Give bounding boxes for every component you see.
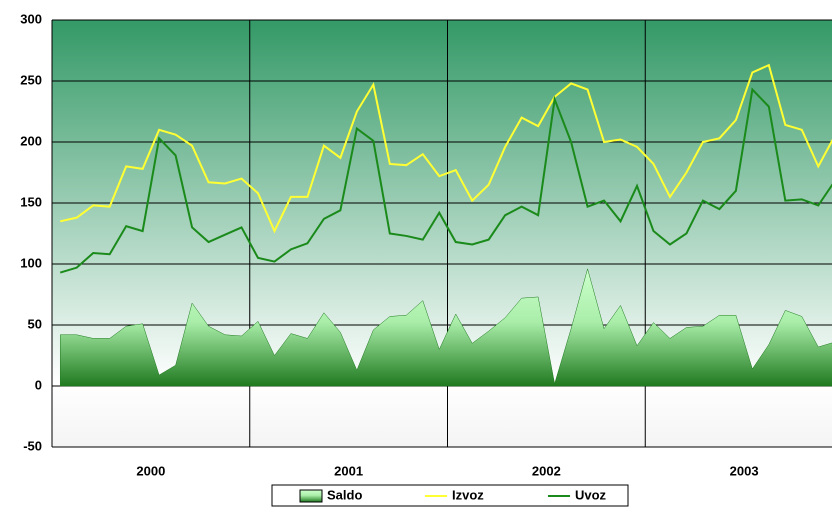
- line: [59, 87, 832, 274]
- y-tick-label: 0: [35, 377, 42, 392]
- y-tick-label: 200: [20, 133, 42, 148]
- y-tick-label: 250: [20, 72, 42, 87]
- line: [60, 63, 832, 234]
- y-tick-label: -50: [23, 438, 42, 453]
- y-tick-label: 100: [20, 255, 42, 270]
- area: [59, 267, 832, 387]
- x-tick-label: 2002: [532, 463, 561, 478]
- x-tick-label: 2001: [334, 463, 363, 478]
- legend-label: Izvoz: [452, 487, 484, 502]
- legend-label: Uvoz: [575, 487, 607, 502]
- legend-box: [271, 484, 629, 507]
- legend-swatch: [299, 489, 323, 503]
- y-tick-label: 50: [28, 316, 42, 331]
- x-tick-label: 2000: [136, 463, 165, 478]
- legend-label: Saldo: [327, 487, 362, 502]
- y-tick-label: 300: [20, 11, 42, 26]
- y-tick-label: 150: [20, 194, 42, 209]
- x-tick-label: 2003: [730, 463, 759, 478]
